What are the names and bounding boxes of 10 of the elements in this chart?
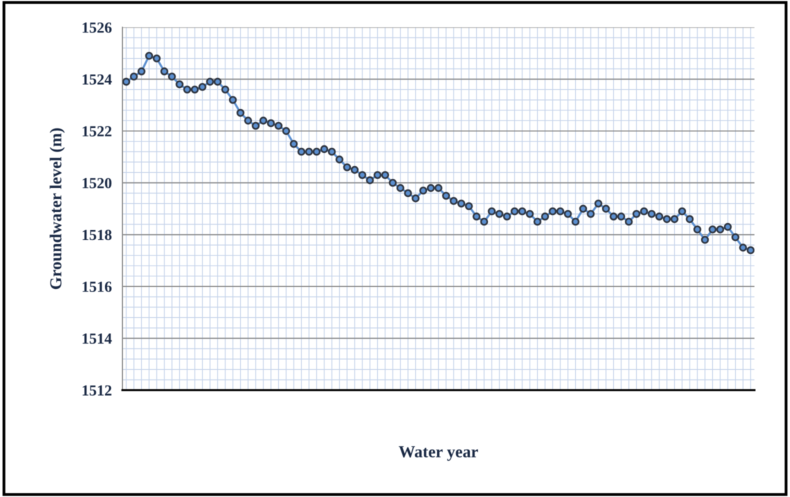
y-tick-label: 1518 <box>82 230 112 240</box>
y-tick-label: 1520 <box>82 178 112 188</box>
y-tick-label: 1516 <box>82 282 112 292</box>
y-tick-label: 1522 <box>82 126 112 136</box>
y-tick-label: 1526 <box>82 22 112 33</box>
y-tick-label: 1512 <box>82 385 112 396</box>
y-tick-label: 1524 <box>82 74 112 85</box>
y-axis-title: Groundwater level (m) <box>50 128 65 290</box>
x-axis-title: Water year <box>398 446 478 461</box>
y-tick-label: 1514 <box>82 334 112 344</box>
